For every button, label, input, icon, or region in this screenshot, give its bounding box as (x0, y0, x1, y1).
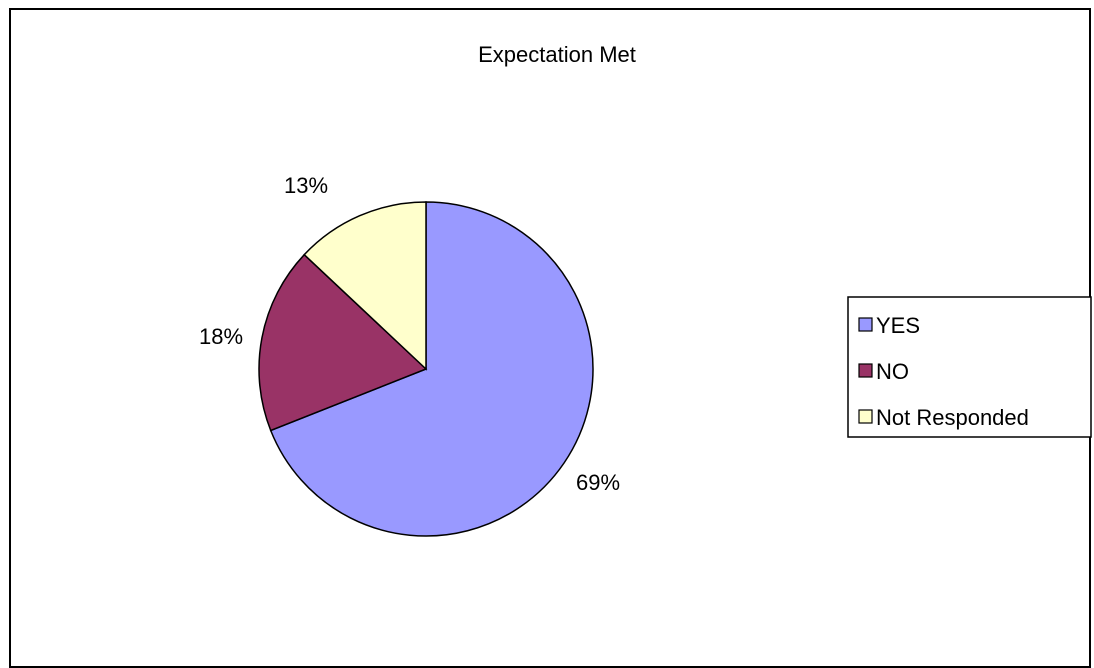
legend-label-yes: YES (876, 313, 920, 338)
slice-labels: 69% 18% 13% (199, 173, 620, 495)
legend-box (847, 296, 1092, 438)
legend-swatch-not-responded (858, 409, 873, 424)
chart-title: Expectation Met (478, 42, 636, 67)
pie-slice-not-responded (303, 201, 427, 371)
slice-label-not-responded: 13% (284, 173, 328, 198)
pie-chart: Expectation Met 69% 18% 13% YES NO Not Respo… (199, 42, 1092, 537)
legend-swatch-yes (858, 317, 873, 332)
pie-slices (258, 201, 594, 537)
legend: YES NO Not Responded (847, 296, 1092, 438)
pie-slice-no (258, 253, 428, 432)
slice-label-yes: 69% (576, 470, 620, 495)
slice-label-no: 18% (199, 324, 243, 349)
legend-label-no: NO (876, 359, 909, 384)
legend-items: YES NO Not Responded (858, 313, 1029, 430)
legend-label-not-responded: Not Responded (876, 405, 1029, 430)
legend-swatch-no (858, 363, 873, 378)
pie-slice-yes (269, 201, 594, 537)
